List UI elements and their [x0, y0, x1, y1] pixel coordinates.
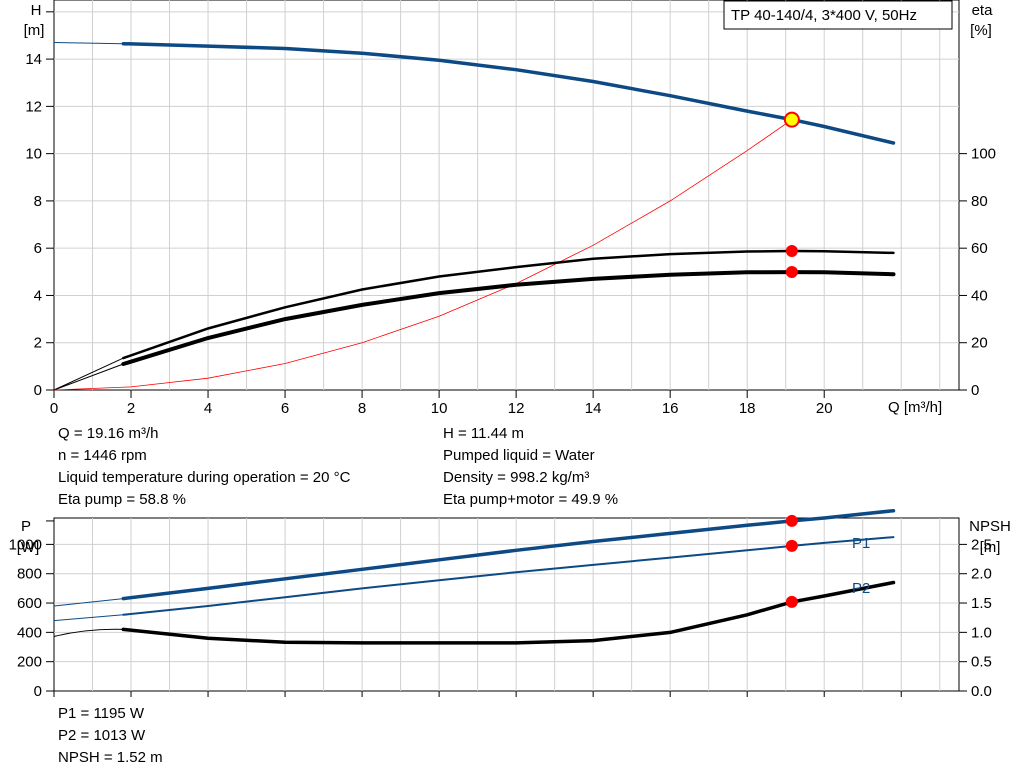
upper-left-tick-label: 4 [34, 287, 42, 304]
info-eta-pump-motor: Eta pump+motor = 49.9 % [443, 491, 619, 508]
eta-pump-motor-operating-point [785, 266, 798, 279]
lower-curves [53, 508, 896, 645]
x-tick-label: 20 [816, 400, 833, 417]
info-density: Density = 998.2 kg/m³ [443, 469, 590, 486]
lower-left-axis-label-2: [W] [17, 539, 40, 556]
x-tick-label: 10 [431, 400, 448, 417]
upper-title-box [723, 0, 953, 30]
p2-operating-point [785, 539, 798, 552]
lower-right-tick-label: 2.0 [971, 566, 992, 583]
upper-left-tick-label: 0 [34, 382, 42, 399]
x-tick-label: 8 [358, 400, 366, 417]
system-curve [53, 119, 793, 391]
npsh-curve-extrapolated [53, 628, 124, 637]
p1-operating-point [785, 514, 798, 527]
lower-left-tick-label: 400 [17, 624, 42, 641]
upper-left-tick-label: 8 [34, 193, 42, 210]
upper-left-tick-label: 2 [34, 335, 42, 352]
eta-total-curve-extrapolated [53, 363, 124, 391]
lower-left-tick-label: 600 [17, 595, 42, 612]
upper-chart-title: TP 40-140/4, 3*400 V, 50Hz [731, 7, 917, 24]
lower-left-tick-label: 200 [17, 654, 42, 671]
upper-plot-frame [53, 0, 960, 391]
upper-left-tick-label: 6 [34, 240, 42, 257]
info-head: H = 11.44 m [443, 425, 525, 442]
upper-left-tick-label: 10 [25, 146, 42, 163]
info-p1: P1 = 1195 W [58, 705, 145, 722]
lower-right-tick-label: 2.5 [971, 536, 992, 553]
p1-series-label: P1 [852, 535, 870, 552]
lower-right-tick-label: 1.5 [971, 595, 992, 612]
upper-left-tick-label: 12 [25, 98, 42, 115]
upper-right-tick-label: 40 [971, 287, 988, 304]
p2-series-label: P2 [852, 580, 870, 597]
eta-pump-motor-curve [121, 270, 896, 366]
upper-ticks: 0 2 4 6 8 10 12 14 0 20 40 60 80 100 0 2 4 6 8 10 12 14 16 18 20 [25, 11, 996, 417]
head-curve-extrapolated [53, 42, 124, 45]
npsh-operating-point [785, 595, 798, 608]
x-tick-label: 12 [508, 400, 525, 417]
info-p2: P2 = 1013 W [58, 727, 146, 744]
info-eta-pump: Eta pump = 58.8 % [58, 491, 186, 508]
upper-right-tick-label: 100 [971, 146, 996, 163]
upper-right-axis-label-2: [%] [970, 22, 992, 39]
upper-operating-points [783, 111, 800, 279]
p1-curve [121, 508, 896, 601]
lower-left-tick-label: 1000 [9, 536, 42, 553]
x-tick-label: 18 [739, 400, 756, 417]
x-tick-label: 6 [281, 400, 289, 417]
x-tick-label: 2 [127, 400, 135, 417]
x-tick-label: 16 [662, 400, 679, 417]
upper-right-axis-label-1: eta [972, 2, 994, 19]
upper-grid [54, 0, 959, 390]
lower-plot-frame [53, 517, 960, 692]
upper-right-tick-label: 60 [971, 240, 988, 257]
upper-left-axis-label-2: [m] [24, 22, 45, 39]
info-liquid-temperature: Liquid temperature during operation = 20… [58, 469, 351, 486]
info-flow: Q = 19.16 m³/h [58, 425, 159, 442]
x-tick-label: 14 [585, 400, 602, 417]
upper-left-axis-label-1: H [31, 2, 42, 19]
info-left-block: Q = 19.16 m³/h n = 1446 rpm Liquid tempe… [58, 423, 350, 511]
upper-curves [53, 41, 896, 391]
p1-curve-extrapolated [53, 598, 124, 607]
info-right-block: H = 11.44 m Pumped liquid = Water Densit… [443, 423, 618, 511]
info-speed: n = 1446 rpm [58, 447, 147, 464]
p2-curve-extrapolated [53, 614, 124, 622]
lower-right-axis-label-2: [m] [980, 539, 1001, 556]
upper-left-tick-label: 14 [25, 51, 42, 68]
eta-pump-curve [122, 249, 895, 360]
x-tick-label: 4 [204, 400, 212, 417]
x-axis-label: Q [m³/h] [888, 399, 942, 416]
info-npsh: NPSH = 1.52 m [58, 749, 163, 766]
upper-right-tick-label: 80 [971, 193, 988, 210]
lower-chart: 0 200 400 600 800 1000 0.0 0.5 1.0 1.5 2.0 2.5 P [W… [9, 508, 1011, 700]
lower-right-axis-label-1: NPSH [969, 518, 1011, 535]
lower-left-axis-label-1: P [21, 518, 31, 535]
eta-pump-curve-extrapolated [53, 357, 124, 391]
upper-right-tick-label: 20 [971, 335, 988, 352]
lower-right-tick-label: 1.0 [971, 624, 992, 641]
info-pumped-liquid: Pumped liquid = Water [443, 447, 595, 464]
lower-ticks: 0 200 400 600 800 1000 0.0 0.5 1.0 1.5 2.0 2.5 [9, 520, 992, 700]
upper-chart: 0 2 4 6 8 10 12 14 0 20 40 60 80 100 0 2 4 6 8 10 12 14 16 18 20… [24, 0, 996, 417]
lower-left-tick-label: 800 [17, 566, 42, 583]
lower-right-tick-label: 0.0 [971, 683, 992, 700]
upper-right-tick-label: 0 [971, 382, 979, 399]
lower-right-tick-label: 0.5 [971, 654, 992, 671]
lower-left-tick-label: 0 [34, 683, 42, 700]
eta-pump-operating-point [785, 245, 798, 258]
head-operating-point [783, 111, 800, 128]
npsh-curve [121, 580, 896, 645]
x-tick-label: 0 [50, 400, 58, 417]
lower-operating-points [785, 514, 798, 608]
info-bottom-block: P1 = 1195 W P2 = 1013 W NPSH = 1.52 m [58, 703, 163, 769]
lower-grid [54, 518, 959, 691]
